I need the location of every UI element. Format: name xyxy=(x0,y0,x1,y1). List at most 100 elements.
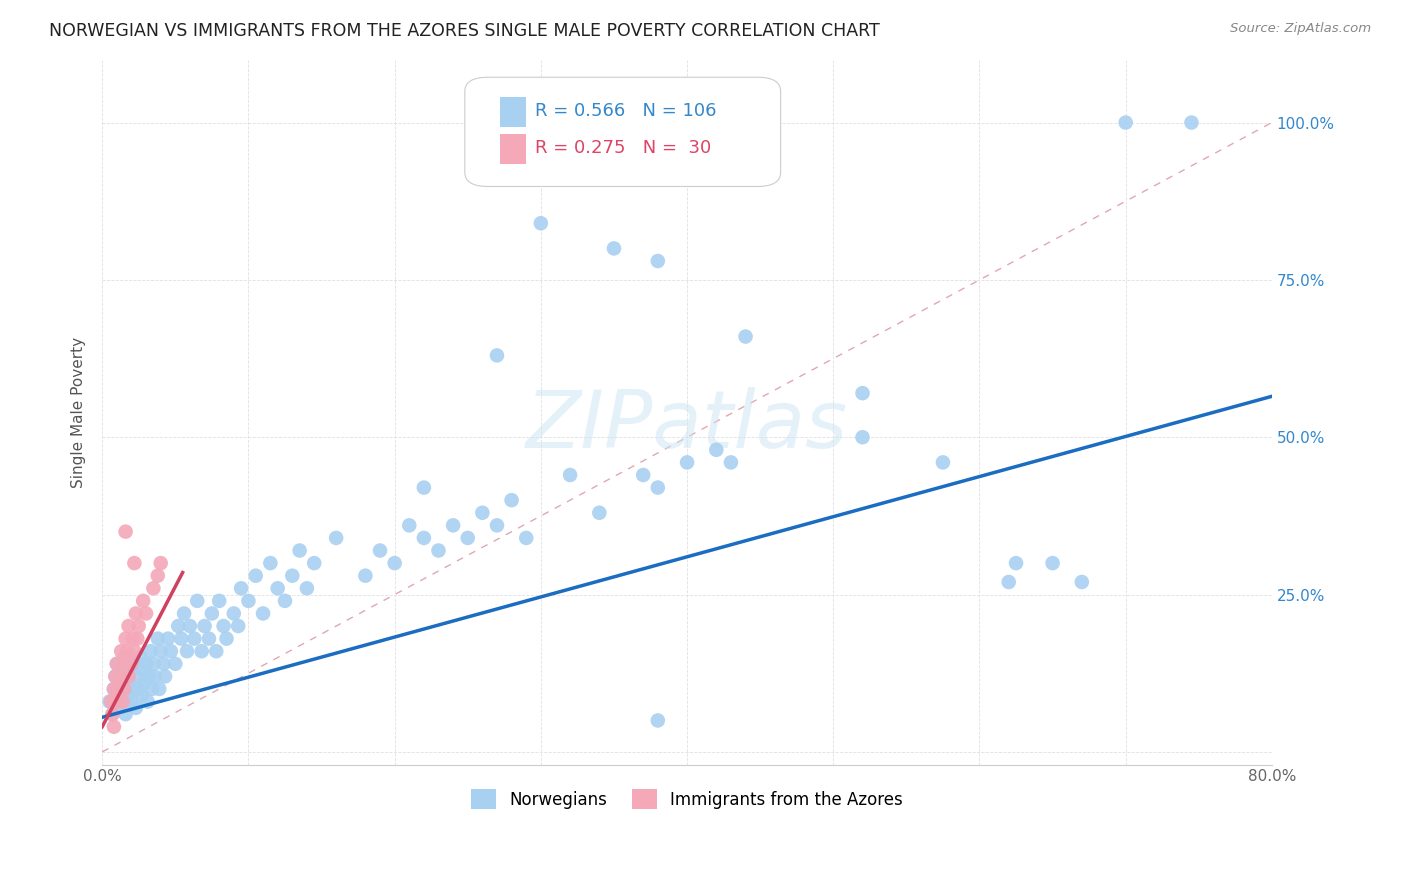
Point xyxy=(252,607,274,621)
Point xyxy=(131,688,153,702)
Point xyxy=(238,594,260,608)
Point xyxy=(108,669,131,683)
Point xyxy=(142,582,165,596)
Point xyxy=(120,657,142,671)
Text: R = 0.275   N =  30: R = 0.275 N = 30 xyxy=(536,139,711,157)
Point xyxy=(127,632,149,646)
Point xyxy=(274,594,297,608)
Point xyxy=(198,632,221,646)
Point xyxy=(588,506,610,520)
Point xyxy=(125,607,148,621)
Point xyxy=(427,543,450,558)
Point xyxy=(173,607,195,621)
Point xyxy=(107,688,129,702)
Point xyxy=(127,669,149,683)
Point xyxy=(997,574,1019,589)
Point xyxy=(457,531,479,545)
Point xyxy=(120,663,142,677)
Point xyxy=(412,531,434,545)
FancyBboxPatch shape xyxy=(501,97,526,127)
Point xyxy=(124,556,146,570)
Point xyxy=(138,669,160,683)
Point xyxy=(111,695,134,709)
Point xyxy=(146,632,169,646)
Point xyxy=(149,556,172,570)
Point xyxy=(354,568,377,582)
Point xyxy=(229,582,252,596)
Point xyxy=(193,619,215,633)
Point xyxy=(1070,574,1092,589)
Point xyxy=(153,669,176,683)
Point xyxy=(143,669,166,683)
Point xyxy=(190,644,212,658)
Point xyxy=(501,493,523,508)
Point xyxy=(132,663,155,677)
Point xyxy=(112,681,135,696)
Point xyxy=(266,582,288,596)
Point xyxy=(704,442,727,457)
Point xyxy=(135,607,157,621)
Point xyxy=(105,695,128,709)
Point xyxy=(105,701,128,715)
Point xyxy=(215,632,238,646)
Point xyxy=(156,632,179,646)
Point xyxy=(530,216,553,230)
Point xyxy=(132,594,155,608)
Point xyxy=(115,644,138,658)
Point xyxy=(205,644,228,658)
Point xyxy=(631,468,654,483)
Point xyxy=(101,707,124,722)
Point xyxy=(160,644,183,658)
Point xyxy=(100,695,122,709)
Point xyxy=(104,669,127,683)
Point xyxy=(111,695,134,709)
Point xyxy=(259,556,281,570)
Point xyxy=(441,518,464,533)
Point xyxy=(302,556,325,570)
Point xyxy=(412,481,434,495)
Point xyxy=(103,681,125,696)
Point xyxy=(720,455,742,469)
Point xyxy=(183,632,205,646)
Point xyxy=(515,531,537,545)
Point xyxy=(101,707,124,722)
Point xyxy=(222,607,245,621)
Point xyxy=(384,556,406,570)
Point xyxy=(170,632,193,646)
Point xyxy=(134,675,156,690)
Point xyxy=(124,657,146,671)
Point xyxy=(115,669,138,683)
Point xyxy=(122,632,145,646)
Point xyxy=(165,657,187,671)
Point xyxy=(1042,556,1064,570)
Point xyxy=(112,657,135,671)
Text: Source: ZipAtlas.com: Source: ZipAtlas.com xyxy=(1230,22,1371,36)
Point xyxy=(851,430,873,444)
Point xyxy=(1115,115,1137,129)
Point xyxy=(176,644,198,658)
Point xyxy=(932,455,955,469)
Point xyxy=(558,468,581,483)
Point xyxy=(105,657,128,671)
Point xyxy=(167,619,190,633)
Point xyxy=(117,669,139,683)
Point xyxy=(325,531,347,545)
Point xyxy=(107,681,129,696)
Point xyxy=(226,619,249,633)
Point xyxy=(288,543,311,558)
Point xyxy=(98,695,121,709)
Point xyxy=(117,688,139,702)
Point xyxy=(208,594,231,608)
Point xyxy=(135,657,157,671)
Point xyxy=(128,681,150,696)
Legend: Norwegians, Immigrants from the Azores: Norwegians, Immigrants from the Azores xyxy=(464,782,910,816)
Point xyxy=(142,657,165,671)
Point xyxy=(105,657,128,671)
Point xyxy=(125,701,148,715)
Point xyxy=(112,650,135,665)
Point xyxy=(124,644,146,658)
Point xyxy=(245,568,267,582)
Point xyxy=(485,518,508,533)
Point xyxy=(122,681,145,696)
Point xyxy=(114,632,136,646)
